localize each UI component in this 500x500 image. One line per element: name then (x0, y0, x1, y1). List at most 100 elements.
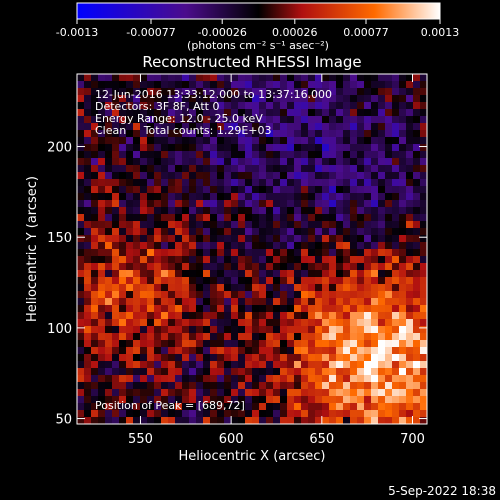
heatmap-cell (315, 228, 323, 236)
heatmap-cell (147, 214, 155, 222)
heatmap-cell (105, 417, 113, 424)
heatmap-cell (252, 221, 260, 229)
heatmap-cell (357, 326, 365, 334)
heatmap-cell (231, 116, 239, 124)
heatmap-cell (273, 417, 281, 424)
heatmap-cell (350, 137, 358, 145)
heatmap-cell (98, 382, 106, 390)
heatmap-cell (287, 340, 295, 348)
heatmap-cell (266, 312, 274, 320)
heatmap-cell (308, 340, 316, 348)
heatmap-cell (399, 298, 407, 306)
heatmap-cell (161, 368, 169, 376)
heatmap-cell (224, 228, 232, 236)
heatmap-cell (245, 319, 253, 327)
heatmap-cell (399, 256, 407, 264)
heatmap-cell (210, 144, 218, 152)
heatmap-cell (182, 375, 190, 383)
heatmap-cell (420, 102, 427, 110)
heatmap-cell (413, 165, 421, 173)
x-tick-label: 600 (219, 432, 244, 447)
heatmap-cell (91, 102, 99, 110)
heatmap-cell (140, 403, 148, 411)
heatmap-cell (406, 312, 414, 320)
heatmap-cell (105, 270, 113, 278)
heatmap-cell (252, 81, 260, 89)
heatmap-cell (182, 333, 190, 341)
heatmap-cell (392, 368, 400, 376)
heatmap-cell (126, 298, 134, 306)
heatmap-cell (252, 368, 260, 376)
heatmap-cell (189, 347, 197, 355)
heatmap-cell (399, 193, 407, 201)
heatmap-cell (392, 116, 400, 124)
heatmap-cell (119, 130, 127, 138)
heatmap-cell (126, 200, 134, 208)
heatmap-cell (280, 109, 288, 117)
heatmap-cell (231, 242, 239, 250)
heatmap-cell (273, 137, 281, 145)
heatmap-cell (399, 284, 407, 292)
heatmap-cell (147, 312, 155, 320)
heatmap-cell (392, 130, 400, 138)
heatmap-cell (105, 354, 113, 362)
heatmap-cell (308, 368, 316, 376)
heatmap-cell (203, 319, 211, 327)
heatmap-cell (357, 417, 365, 424)
heatmap-cell (343, 312, 351, 320)
heatmap-cell (203, 249, 211, 257)
heatmap-cell (147, 116, 155, 124)
heatmap-cell (154, 214, 162, 222)
heatmap-cell (196, 221, 204, 229)
heatmap-cell (329, 228, 337, 236)
heatmap-cell (112, 249, 120, 257)
heatmap-cell (308, 116, 316, 124)
heatmap-cell (343, 263, 351, 271)
heatmap-cell (105, 207, 113, 215)
heatmap-cell (385, 403, 393, 411)
colorbar-tick-label: 0.00026 (272, 26, 318, 39)
heatmap-cell (392, 109, 400, 117)
heatmap-cell (301, 74, 309, 82)
heatmap-cell (385, 347, 393, 355)
heatmap-cell (147, 340, 155, 348)
heatmap-cell (301, 396, 309, 404)
heatmap-cell (140, 312, 148, 320)
heatmap-cell (119, 95, 127, 103)
heatmap-cell (392, 270, 400, 278)
heatmap-cell (280, 389, 288, 397)
heatmap-cell (308, 291, 316, 299)
heatmap-cell (252, 382, 260, 390)
heatmap-cell (392, 179, 400, 187)
heatmap-cell (196, 200, 204, 208)
heatmap-cell (252, 270, 260, 278)
heatmap-cell (203, 130, 211, 138)
heatmap-cell (182, 165, 190, 173)
heatmap-cell (413, 263, 421, 271)
heatmap-cell (112, 277, 120, 285)
heatmap-cell (140, 221, 148, 229)
heatmap-cell (196, 263, 204, 271)
heatmap-cell (175, 375, 183, 383)
heatmap-cell (133, 270, 141, 278)
heatmap-cell (420, 410, 427, 418)
heatmap-cell (301, 263, 309, 271)
heatmap-cell (413, 221, 421, 229)
heatmap-cell (385, 333, 393, 341)
heatmap-cell (224, 207, 232, 215)
heatmap-cell (294, 81, 302, 89)
heatmap-cell (322, 179, 330, 187)
heatmap-cell (189, 326, 197, 334)
heatmap-cell (322, 256, 330, 264)
heatmap-cell (175, 417, 183, 424)
heatmap-cell (98, 172, 106, 180)
heatmap-cell (126, 305, 134, 313)
heatmap-cell (287, 116, 295, 124)
heatmap-cell (91, 123, 99, 131)
heatmap-cell (259, 312, 267, 320)
heatmap-cell (413, 158, 421, 166)
heatmap-cell (308, 354, 316, 362)
heatmap-cell (322, 298, 330, 306)
heatmap-cell (350, 74, 358, 82)
heatmap-cell (315, 116, 323, 124)
